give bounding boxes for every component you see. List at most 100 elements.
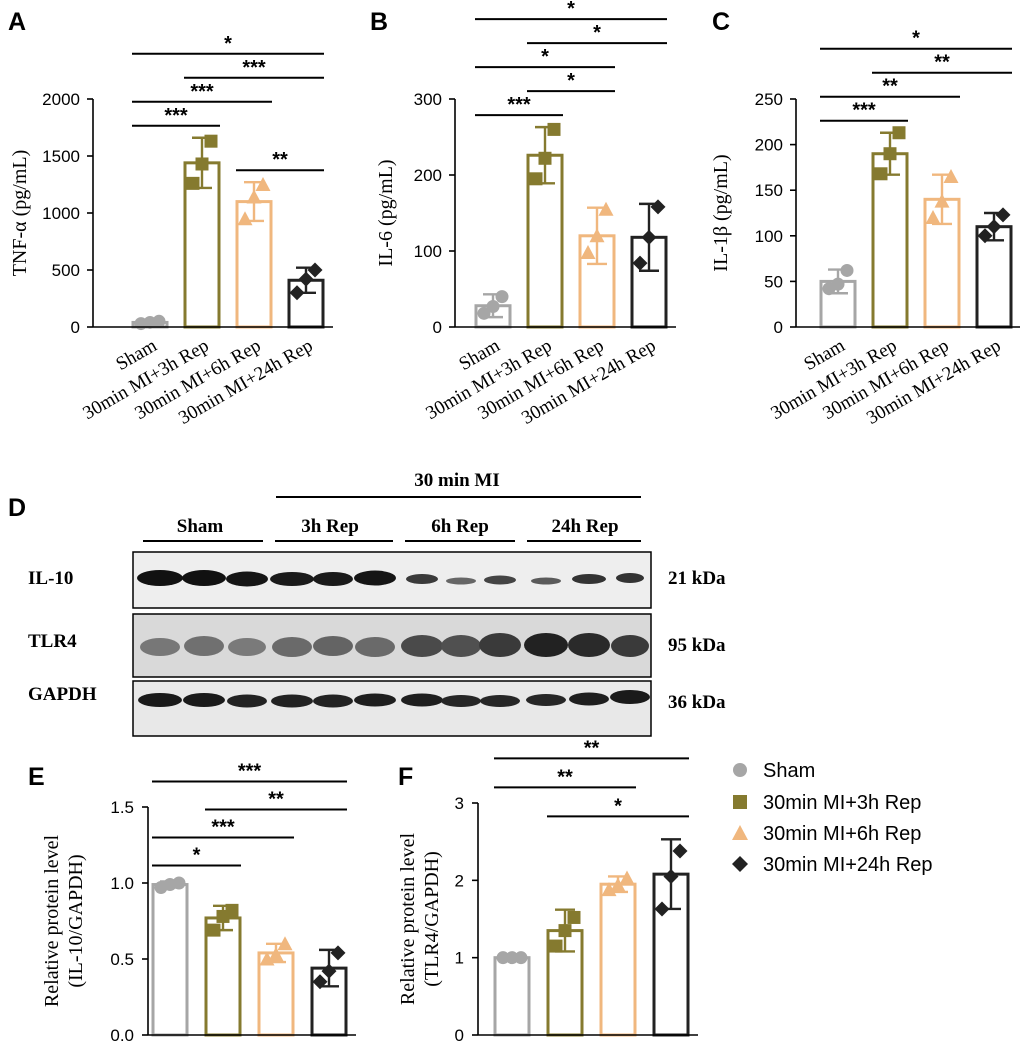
data-point (259, 951, 275, 966)
y-tick-label: 0 (71, 318, 80, 337)
wb-row-kda-gapdh: 36 kDa (668, 692, 726, 713)
data-point (580, 245, 596, 260)
data-point (289, 285, 305, 301)
data-point (840, 263, 854, 277)
legend-item-sham: Sham (733, 760, 815, 782)
y-tick-label: 100 (755, 227, 783, 246)
significance-label: ** (882, 76, 898, 98)
significance-label: ** (557, 766, 573, 788)
panel-d: D 30 min MI Sham 3h Rep 6h Rep 24h Rep I… (8, 470, 726, 737)
legend-marker-triangle (732, 825, 748, 840)
data-point (477, 306, 491, 320)
data-point (598, 201, 614, 216)
y-tick-label: 1 (455, 949, 464, 968)
significance-label: ** (268, 788, 284, 810)
y-tick-label: 300 (414, 90, 442, 109)
wb-bands-gapdh (138, 690, 650, 708)
y-tick-label: 2000 (42, 90, 80, 109)
wb-group-header: 30 min MI (414, 470, 500, 491)
legend-label: Sham (763, 760, 815, 782)
y-tick-label: 0 (774, 318, 783, 337)
data-point (207, 923, 221, 937)
wb-row-label-tlr4: TLR4 (28, 631, 77, 652)
data-point (495, 290, 509, 304)
y-axis-label: IL-1β (pg/mL) (710, 154, 732, 271)
significance-label: *** (507, 94, 531, 116)
data-point (672, 843, 688, 859)
wb-lane-6h: 6h Rep (431, 516, 489, 537)
y-axis-label-line: Relative protein level (397, 832, 419, 1005)
data-point (601, 882, 617, 897)
panel-letter-a: A (8, 8, 26, 36)
y-tick-label: 0.5 (110, 950, 134, 969)
y-tick-label: 0 (455, 1026, 464, 1045)
wb-lane-3h: 3h Rep (301, 516, 359, 537)
y-axis-label-line: (IL-10/GAPDH) (65, 854, 87, 987)
wb-lane-sham: Sham (177, 516, 224, 537)
significance-label: ** (272, 149, 288, 171)
data-point (237, 211, 253, 226)
significance-label: * (193, 844, 201, 866)
wb-strip-gapdh (132, 680, 652, 737)
y-tick-label: 1.0 (110, 874, 134, 893)
data-point (610, 877, 626, 892)
y-axis-label-line: (TLR4/GAPDH) (421, 851, 443, 987)
data-point (330, 945, 346, 961)
y-tick-label: 50 (764, 272, 783, 291)
y-tick-label: 500 (52, 261, 80, 280)
legend: Sham 30min MI+3h Rep 30min MI+6h Rep 30m… (732, 760, 933, 876)
significance-label: *** (211, 816, 235, 838)
data-point (195, 157, 209, 171)
data-point (977, 228, 993, 244)
significance-label: * (567, 70, 575, 92)
significance-label: * (593, 22, 601, 44)
significance-label: *** (242, 57, 266, 79)
y-tick-label: 2 (455, 871, 464, 890)
significance-label: * (567, 0, 575, 20)
significance-label: ** (584, 737, 600, 759)
significance-label: * (614, 795, 622, 817)
y-tick-label: 150 (755, 181, 783, 200)
significance-label: ** (934, 52, 950, 74)
bar (151, 883, 189, 1037)
data-point (549, 939, 563, 953)
data-point (225, 903, 239, 917)
significance-label: * (912, 28, 920, 50)
data-point (934, 193, 950, 208)
y-tick-label: 1.5 (110, 798, 134, 817)
data-point (995, 207, 1011, 223)
y-tick-label: 1500 (42, 147, 80, 166)
significance-label: *** (190, 81, 214, 103)
y-tick-label: 200 (755, 136, 783, 155)
y-tick-label: 1000 (42, 204, 80, 223)
data-point (186, 176, 200, 190)
data-point (654, 901, 670, 917)
panel-letter-f: F (398, 763, 413, 791)
legend-marker-diamond (732, 856, 748, 872)
data-point (925, 210, 941, 225)
data-point (505, 951, 519, 965)
panel-f: F 0 1 2 3 Relative protein level (TLR4/GAPDH) *… (397, 737, 698, 1045)
legend-marker-circle (733, 763, 747, 777)
significance-label: * (224, 33, 232, 55)
y-tick-label: 200 (414, 166, 442, 185)
data-point (486, 299, 500, 313)
data-point (152, 314, 166, 328)
data-point (538, 151, 552, 165)
panel-letter-b: B (370, 8, 388, 36)
y-axis-label: TNF-α (pg/mL) (9, 150, 31, 277)
wb-row-label-il10: IL-10 (28, 568, 73, 589)
y-tick-label: 250 (755, 90, 783, 109)
y-axis-label: Relative protein level (IL-10/GAPDH) (41, 834, 87, 1007)
wb-bands-tlr4 (140, 633, 649, 657)
panel-letter-d: D (8, 494, 26, 522)
y-tick-label: 3 (455, 794, 464, 813)
data-point (589, 228, 605, 243)
data-point (986, 219, 1002, 235)
data-point (277, 936, 293, 951)
wb-row-label-gapdh: GAPDH (28, 684, 97, 705)
data-point (298, 271, 314, 287)
